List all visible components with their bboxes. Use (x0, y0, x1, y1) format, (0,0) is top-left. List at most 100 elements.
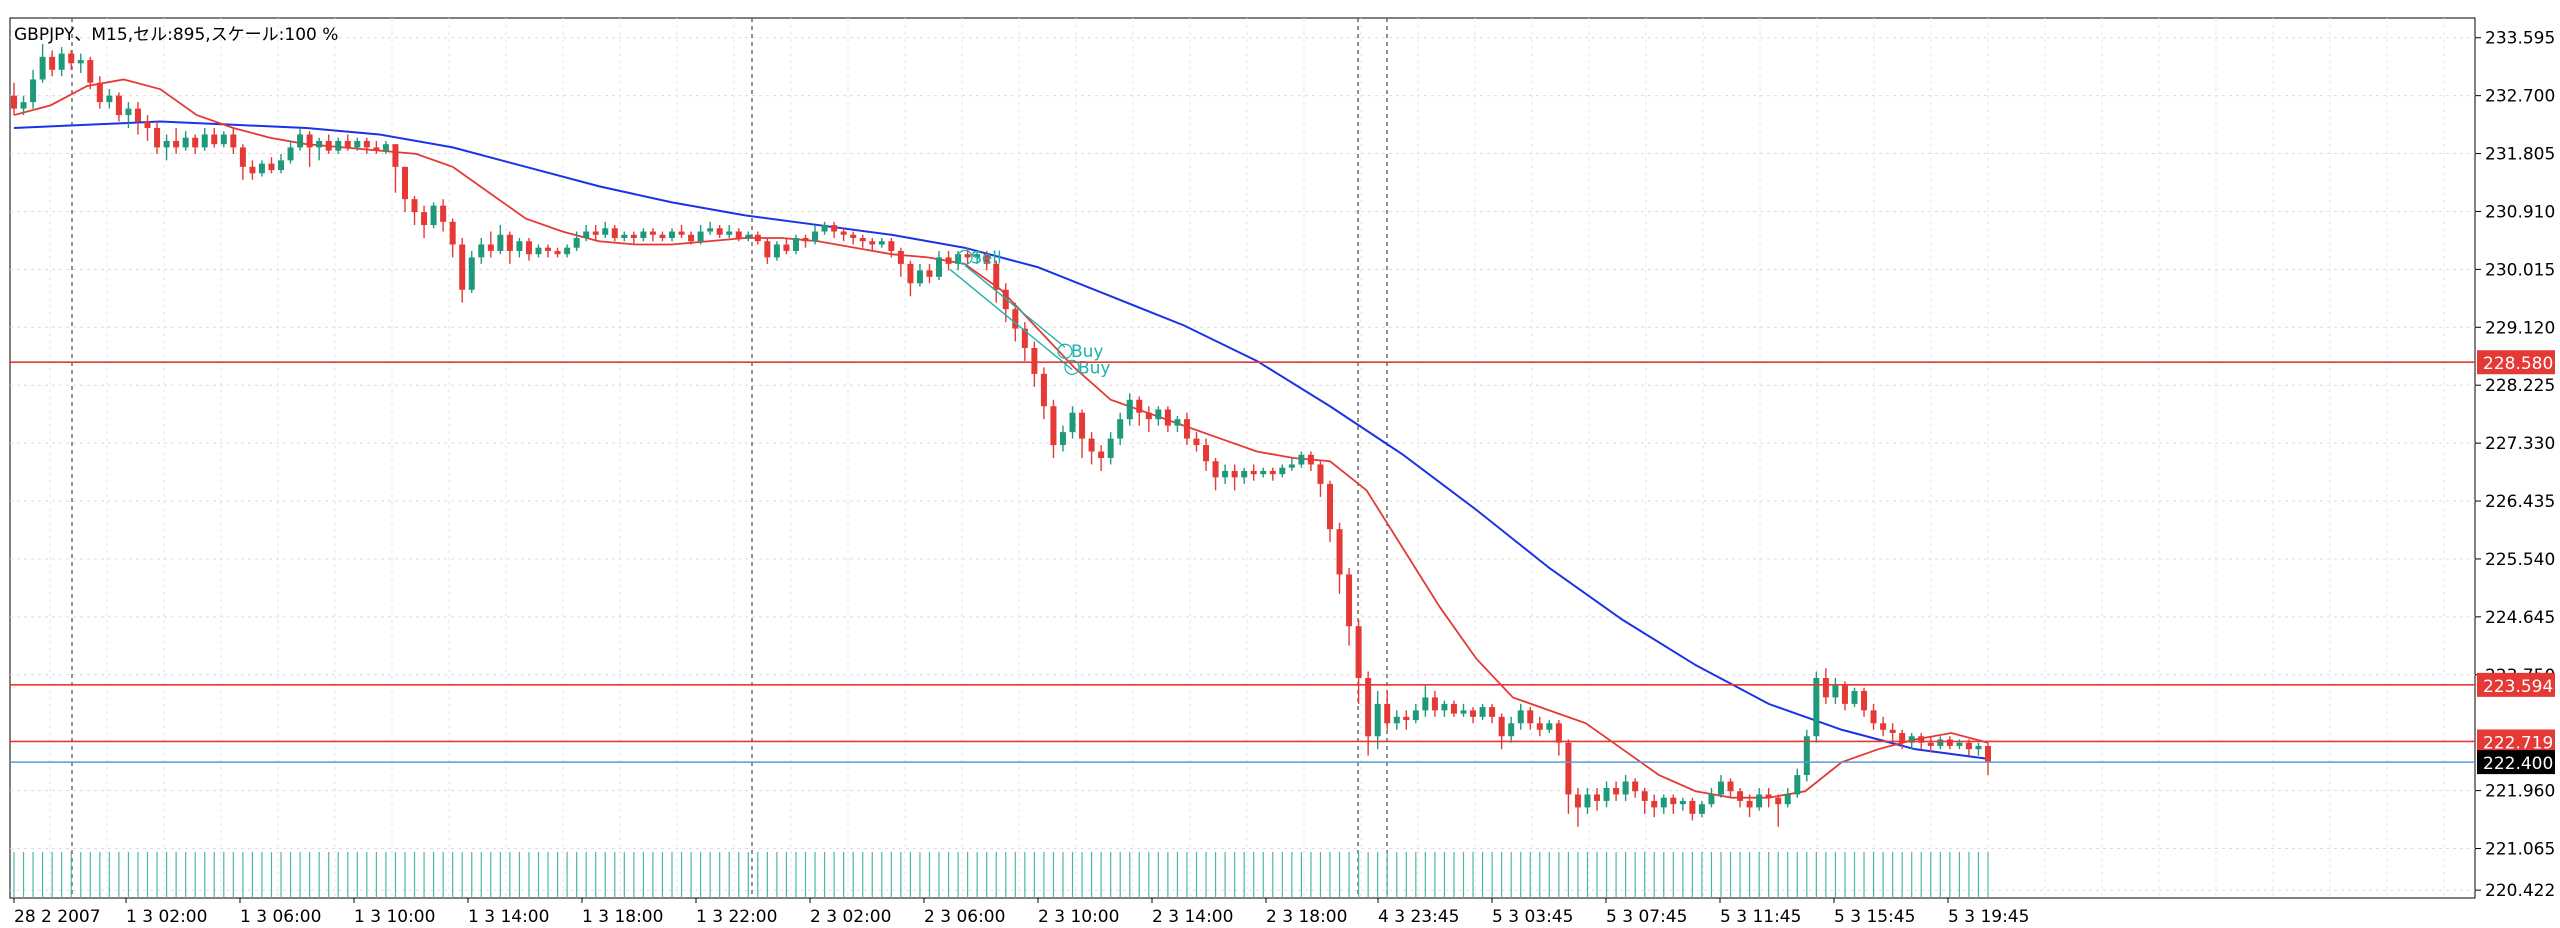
candle-body (525, 241, 532, 255)
candle-body (1975, 745, 1982, 750)
candle-body (1546, 723, 1553, 730)
candle-body (1670, 797, 1677, 805)
candle-body (1298, 454, 1305, 465)
candle-body (602, 228, 609, 235)
candle-body (1651, 800, 1658, 808)
candle-body (1174, 419, 1181, 426)
candle-body (1450, 703, 1457, 714)
candle-body (134, 108, 141, 122)
candle-body (1946, 739, 1953, 746)
candle-body (516, 241, 523, 251)
candle-body (468, 257, 475, 290)
candle-body (783, 244, 790, 251)
candle-body (1403, 716, 1410, 721)
candle-body (993, 263, 1000, 290)
candle-body (96, 82, 103, 103)
candle-body (859, 238, 866, 242)
candle-body (831, 225, 838, 232)
candle-body (1822, 678, 1829, 698)
candle-body (335, 140, 342, 151)
candle-body (1145, 412, 1152, 420)
candle-body (697, 231, 704, 242)
time-axis-label: 5 3 19:45 (1948, 907, 2029, 927)
time-axis-label: 1 3 14:00 (468, 907, 549, 927)
candle-body (230, 134, 237, 148)
cells-value: 895 (172, 25, 206, 45)
candle-body (421, 212, 428, 226)
price-level-tag (2477, 350, 2555, 375)
candle-body (1918, 736, 1925, 743)
candle-body (1584, 794, 1591, 808)
time-axis-label: 2 3 10:00 (1038, 907, 1119, 927)
candle-body (1498, 716, 1505, 737)
candle-body (564, 247, 571, 255)
time-axis-label: 1 3 18:00 (582, 907, 663, 927)
time-axis-label: 1 3 22:00 (696, 907, 777, 927)
price-axis-label: 231.805 (2485, 145, 2555, 165)
candle-body (478, 244, 485, 258)
candle-body (1813, 678, 1820, 737)
candle-body (1880, 723, 1887, 730)
candle-body (106, 95, 113, 103)
candle-body (1136, 399, 1143, 413)
candle-body (669, 231, 675, 238)
price-axis-label: 230.015 (2485, 260, 2555, 280)
candle-body (764, 241, 771, 258)
candle-body (1775, 797, 1782, 805)
price-axis-label: 229.120 (2485, 318, 2555, 338)
candle-body (1632, 781, 1639, 792)
candle-body (1870, 710, 1877, 724)
price-axis-label: 221.065 (2485, 840, 2555, 860)
candle-body (1956, 742, 1963, 746)
candle-body (1460, 710, 1467, 714)
candle-body (192, 137, 199, 148)
candle-body (1985, 745, 1991, 763)
candle-body (1737, 791, 1744, 801)
candle-body (1727, 781, 1734, 792)
candle-body (1784, 794, 1791, 805)
candle-body (1355, 626, 1362, 678)
price-axis-label: 224.645 (2485, 608, 2555, 628)
candle-body (497, 234, 504, 251)
candle-body (1641, 791, 1648, 801)
candle-body (964, 254, 971, 258)
candle-body (1126, 399, 1133, 420)
candle-body (1279, 467, 1286, 475)
price-axis-label: 233.595 (2485, 29, 2555, 49)
candle-body (1107, 438, 1114, 458)
candle-body (1689, 800, 1696, 814)
candle-body (182, 137, 189, 148)
candle-body (1431, 697, 1438, 711)
candle-body (974, 254, 981, 258)
candle-body (649, 231, 656, 235)
candle-body (278, 160, 285, 171)
candle-body (1164, 409, 1171, 426)
candle-body (1346, 574, 1353, 627)
candle-body (1231, 470, 1238, 478)
candle-body (1059, 432, 1066, 446)
candle-body (554, 250, 561, 255)
candle-body (1803, 736, 1810, 776)
candle-body (869, 241, 876, 245)
candle-body (449, 221, 456, 245)
price-axis-label: 227.330 (2485, 434, 2555, 454)
candle-body (1937, 739, 1944, 746)
candle-body (430, 205, 437, 226)
time-axis-label: 5 3 07:45 (1606, 907, 1687, 927)
candle-body (1679, 800, 1686, 805)
candle-body (707, 228, 714, 232)
timeframe-label: M15 (91, 25, 128, 45)
candle-body (907, 263, 914, 284)
trade-line (964, 264, 1066, 348)
candle-body (1622, 781, 1629, 795)
candle-body (1746, 800, 1753, 808)
candle-body (1794, 775, 1801, 795)
candle-body (745, 234, 752, 238)
candle-body (325, 140, 332, 151)
trade-marker-label: Buy (1071, 342, 1104, 362)
candle-body (1594, 794, 1601, 801)
chart-info-header: GBPJPY、M15, セル:895, スケール:100 % (14, 20, 338, 45)
trade-marker-circle (957, 249, 973, 266)
